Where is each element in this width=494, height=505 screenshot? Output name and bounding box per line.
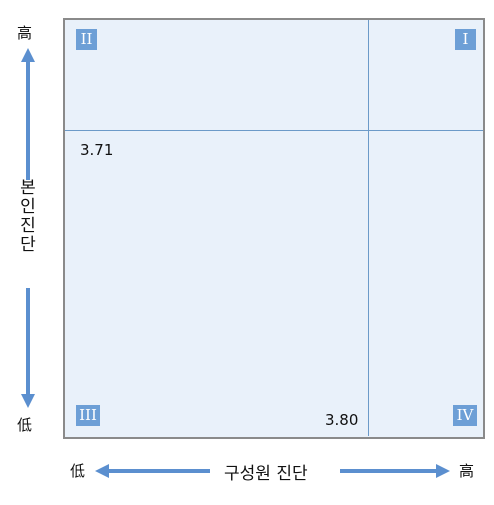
y-axis-title-char: 본 <box>20 178 36 198</box>
y-axis-arrows <box>21 48 35 408</box>
y-threshold-divider <box>65 130 483 131</box>
x-threshold-value: 3.80 <box>325 411 359 429</box>
y-threshold-value: 3.71 <box>80 141 114 159</box>
y-axis-down-arrow-shaft <box>26 288 30 394</box>
x-axis-high-label: 高 <box>459 462 475 480</box>
y-axis-up-arrowhead <box>21 48 35 62</box>
quadrant-4-badge: IV <box>453 405 477 426</box>
y-axis-high-label: 高 <box>17 24 33 42</box>
y-axis-title-char: 인 <box>20 197 36 217</box>
quadrant-3-badge: III <box>76 405 100 426</box>
quadrant-2-badge: II <box>76 29 97 50</box>
x-axis-left-arrowhead <box>95 464 109 478</box>
x-axis-left-arrow-shaft <box>107 469 210 473</box>
y-axis-up-arrow-shaft <box>26 60 30 180</box>
x-axis-right-arrowhead <box>436 464 450 478</box>
y-axis-low-label: 低 <box>17 416 33 434</box>
y-axis-title-char: 단 <box>20 235 36 255</box>
x-axis-title: 구성원 진단 <box>224 464 308 484</box>
y-axis-down-arrowhead <box>21 394 35 408</box>
x-axis-arrows <box>95 464 450 478</box>
x-axis-low-label: 低 <box>70 462 86 480</box>
x-axis-right-arrow-shaft <box>340 469 438 473</box>
x-threshold-divider <box>368 20 369 436</box>
quadrant-1-badge: I <box>455 29 476 50</box>
quadrant-panel <box>63 18 485 439</box>
y-axis-title-char: 진 <box>20 216 36 236</box>
